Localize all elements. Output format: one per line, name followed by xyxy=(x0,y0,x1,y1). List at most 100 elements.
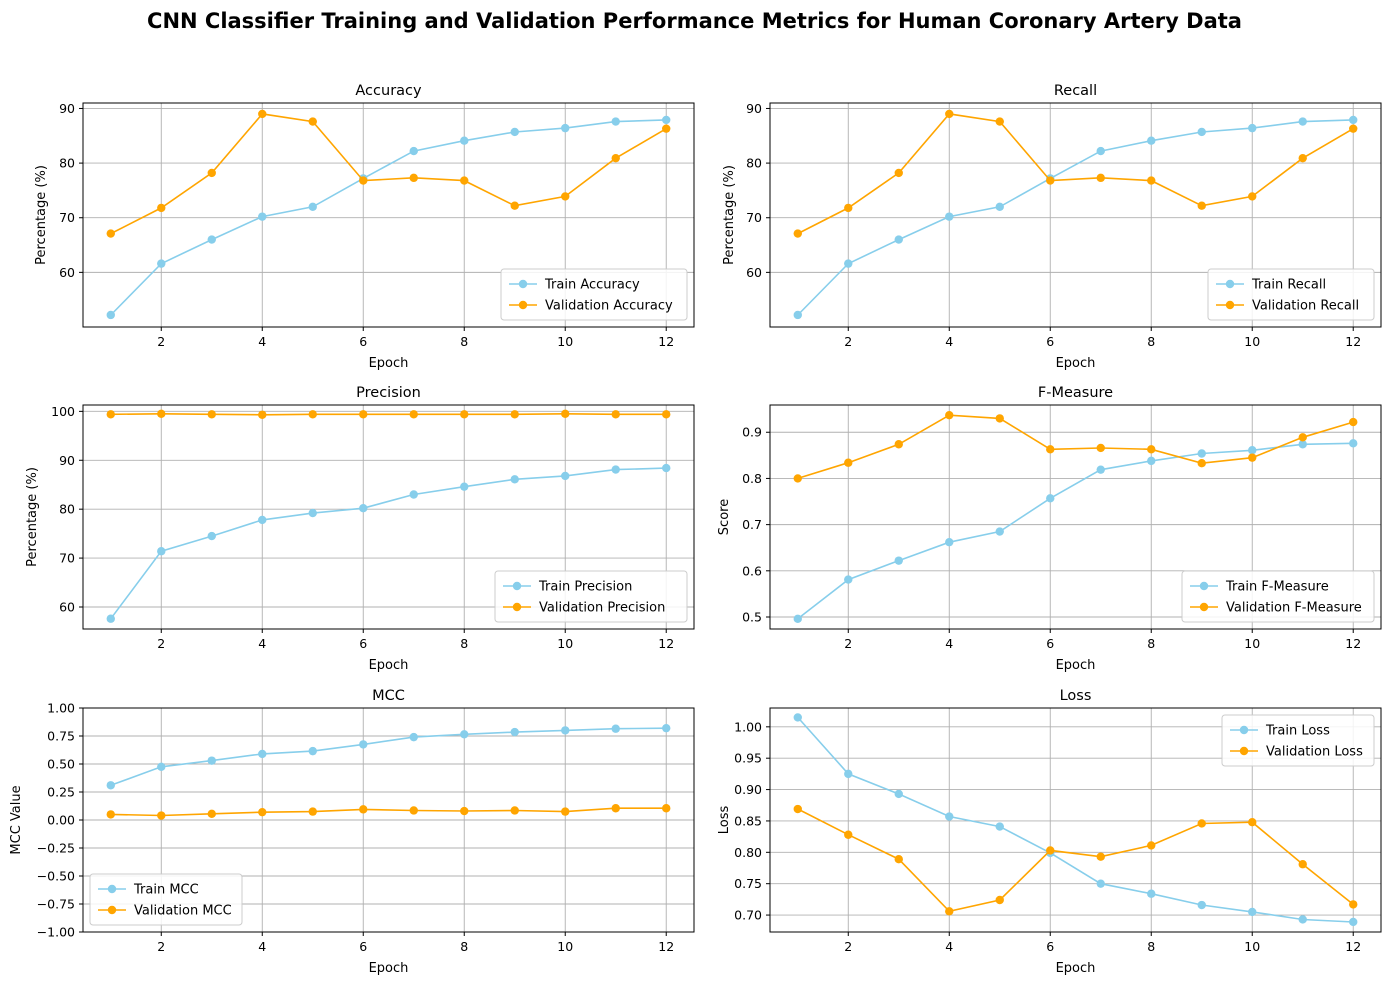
y-tick-label: 90 xyxy=(59,453,75,468)
data-point xyxy=(460,176,469,185)
data-point xyxy=(207,235,216,244)
data-point xyxy=(1197,900,1206,910)
y-tick-label: 80 xyxy=(59,156,75,171)
y-tick-label: 60 xyxy=(746,265,762,280)
data-point xyxy=(1298,153,1307,163)
data-point xyxy=(359,176,368,185)
data-point xyxy=(157,811,166,820)
legend: Train F-Measure Validation F-Measure xyxy=(1181,570,1375,623)
data-point xyxy=(1147,841,1156,850)
x-axis-label: Epoch xyxy=(1056,658,1096,673)
legend-label: Validation Precision xyxy=(539,601,665,616)
data-point xyxy=(844,575,853,584)
y-tick-label: 60 xyxy=(59,599,75,614)
y-tick-label: 0.8 xyxy=(742,471,762,486)
series-line-validation-precision xyxy=(110,412,667,416)
data-point xyxy=(510,410,519,419)
axes-frame xyxy=(769,102,1382,328)
x-tick-label: 12 xyxy=(658,334,674,349)
data-point xyxy=(106,781,115,790)
data-point xyxy=(409,806,418,815)
y-axis-label: Percentage (%) xyxy=(34,165,49,265)
data-point xyxy=(460,730,469,739)
data-point xyxy=(510,806,519,815)
y-tick-label: −0.50 xyxy=(37,869,75,884)
y-tick-label: −0.75 xyxy=(37,897,75,912)
x-tick-label: 12 xyxy=(1345,334,1361,349)
data-point xyxy=(409,732,418,742)
y-tick-label: 90 xyxy=(746,101,762,116)
data-point xyxy=(258,807,267,817)
legend-box xyxy=(1181,570,1375,623)
x-tick-label: 8 xyxy=(1147,636,1155,651)
legend: Train Precision Validation Precision xyxy=(494,570,688,623)
legend-label: Train MCC xyxy=(133,883,199,898)
y-tick-label: 70 xyxy=(746,210,762,225)
legend-box xyxy=(1207,268,1375,321)
legend: Train Accuracy Validation Accuracy xyxy=(500,268,688,321)
legend-label: Validation F-Measure xyxy=(1226,601,1362,616)
figure-title: CNN Classifier Training and Validation P… xyxy=(147,9,1242,33)
x-tick-label: 6 xyxy=(359,636,367,651)
data-point xyxy=(1046,176,1055,185)
series-line-train-mcc xyxy=(110,727,667,787)
subplot-title: Recall xyxy=(1054,83,1097,99)
data-point xyxy=(1096,146,1105,156)
x-tick-label: 10 xyxy=(1244,939,1260,954)
data-point xyxy=(460,806,469,816)
axes-frame xyxy=(82,404,695,630)
x-tick-label: 4 xyxy=(945,939,953,954)
x-tick-label: 4 xyxy=(258,939,266,954)
data-point xyxy=(510,727,519,737)
data-point xyxy=(1096,465,1105,474)
y-tick-label: 0.9 xyxy=(742,425,762,440)
data-point xyxy=(308,202,317,212)
data-point xyxy=(945,537,954,547)
data-point xyxy=(995,414,1004,423)
x-tick-label: 12 xyxy=(1345,636,1361,651)
data-point xyxy=(1349,900,1358,909)
data-point xyxy=(1147,176,1156,185)
data-point xyxy=(510,201,519,210)
data-point xyxy=(157,762,166,771)
legend: Train Loss Validation Loss xyxy=(1221,714,1375,767)
data-point xyxy=(207,809,216,819)
data-point xyxy=(894,235,903,244)
legend-swatch-marker xyxy=(512,581,522,591)
y-tick-label: 0.90 xyxy=(734,782,762,797)
data-point xyxy=(894,789,903,799)
data-point xyxy=(561,471,570,481)
y-tick-label: 0.70 xyxy=(734,908,762,923)
data-point xyxy=(793,614,802,624)
x-tick-label: 2 xyxy=(844,334,852,349)
data-point xyxy=(510,127,519,137)
data-point xyxy=(157,409,166,419)
data-point xyxy=(844,259,853,268)
data-point xyxy=(308,508,317,518)
x-tick-label: 6 xyxy=(359,939,367,954)
legend-label: Train Precision xyxy=(538,580,632,595)
series-line-validation-f-measure xyxy=(797,414,1354,480)
data-point xyxy=(945,410,954,420)
legend-swatch-marker xyxy=(1225,300,1235,310)
y-tick-label: 80 xyxy=(746,156,762,171)
data-point xyxy=(561,726,570,735)
data-point xyxy=(793,713,802,722)
y-axis-label: MCC Value xyxy=(9,785,24,854)
x-tick-label: 6 xyxy=(359,334,367,349)
data-point xyxy=(995,202,1004,212)
data-point xyxy=(1096,879,1105,888)
data-point xyxy=(1298,860,1307,869)
y-axis-label: Loss xyxy=(717,806,732,835)
legend-swatch-marker xyxy=(107,905,117,915)
legend-swatch-marker xyxy=(1225,279,1235,289)
data-point xyxy=(662,115,671,125)
data-point xyxy=(662,804,671,813)
x-tick-label: 6 xyxy=(1046,636,1054,651)
x-tick-label: 8 xyxy=(460,636,468,651)
y-tick-label: 90 xyxy=(59,101,75,116)
data-point xyxy=(359,805,368,814)
data-point xyxy=(258,515,267,525)
data-point xyxy=(106,614,115,623)
x-tick-label: 2 xyxy=(844,636,852,651)
